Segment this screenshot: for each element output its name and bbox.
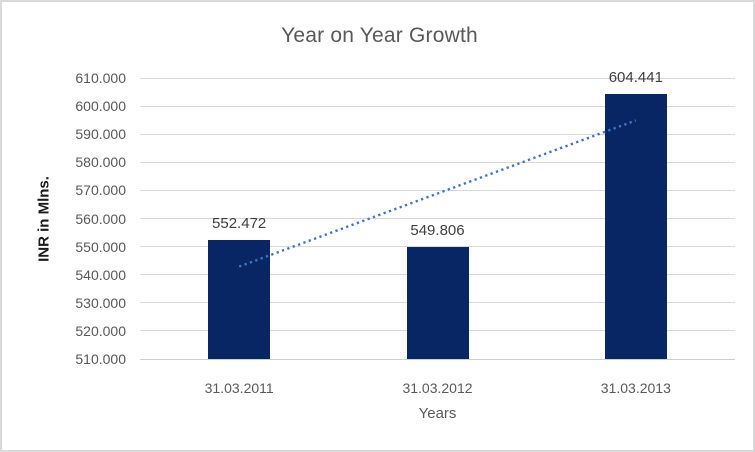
bar-value-label: 549.806 [410, 222, 465, 240]
y-tick-label: 610.000 [75, 70, 126, 86]
bar [604, 93, 667, 359]
y-tick-label: 510.000 [75, 351, 126, 367]
x-axis-title: Years [418, 405, 457, 422]
gridline [140, 105, 735, 107]
bar [406, 247, 469, 359]
y-tick-label: 580.000 [75, 154, 126, 171]
x-tick-label: 31.03.2012 [402, 380, 473, 396]
y-tick-label: 600.000 [75, 98, 126, 115]
x-tick-label: 31.03.2011 [204, 380, 274, 396]
gridline [140, 77, 735, 79]
y-tick-label: 570.000 [75, 182, 126, 199]
chart-title: Year on Year Growth [281, 24, 478, 47]
y-tick-label: 550.000 [75, 238, 126, 255]
bar [208, 239, 271, 359]
y-axis-title: INR in Mlns. [35, 176, 53, 262]
y-tick-label: 540.000 [75, 266, 126, 283]
bar-value-label: 604.441 [608, 68, 663, 86]
y-tick-label: 560.000 [75, 210, 126, 227]
y-tick-label: 520.000 [75, 322, 126, 339]
x-tick-label: 31.03.2013 [600, 380, 671, 396]
y-tick-label: 530.000 [75, 294, 126, 311]
y-tick-label: 590.000 [75, 126, 126, 143]
bar-value-label: 552.472 [212, 214, 267, 232]
x-axis-line [140, 358, 735, 360]
